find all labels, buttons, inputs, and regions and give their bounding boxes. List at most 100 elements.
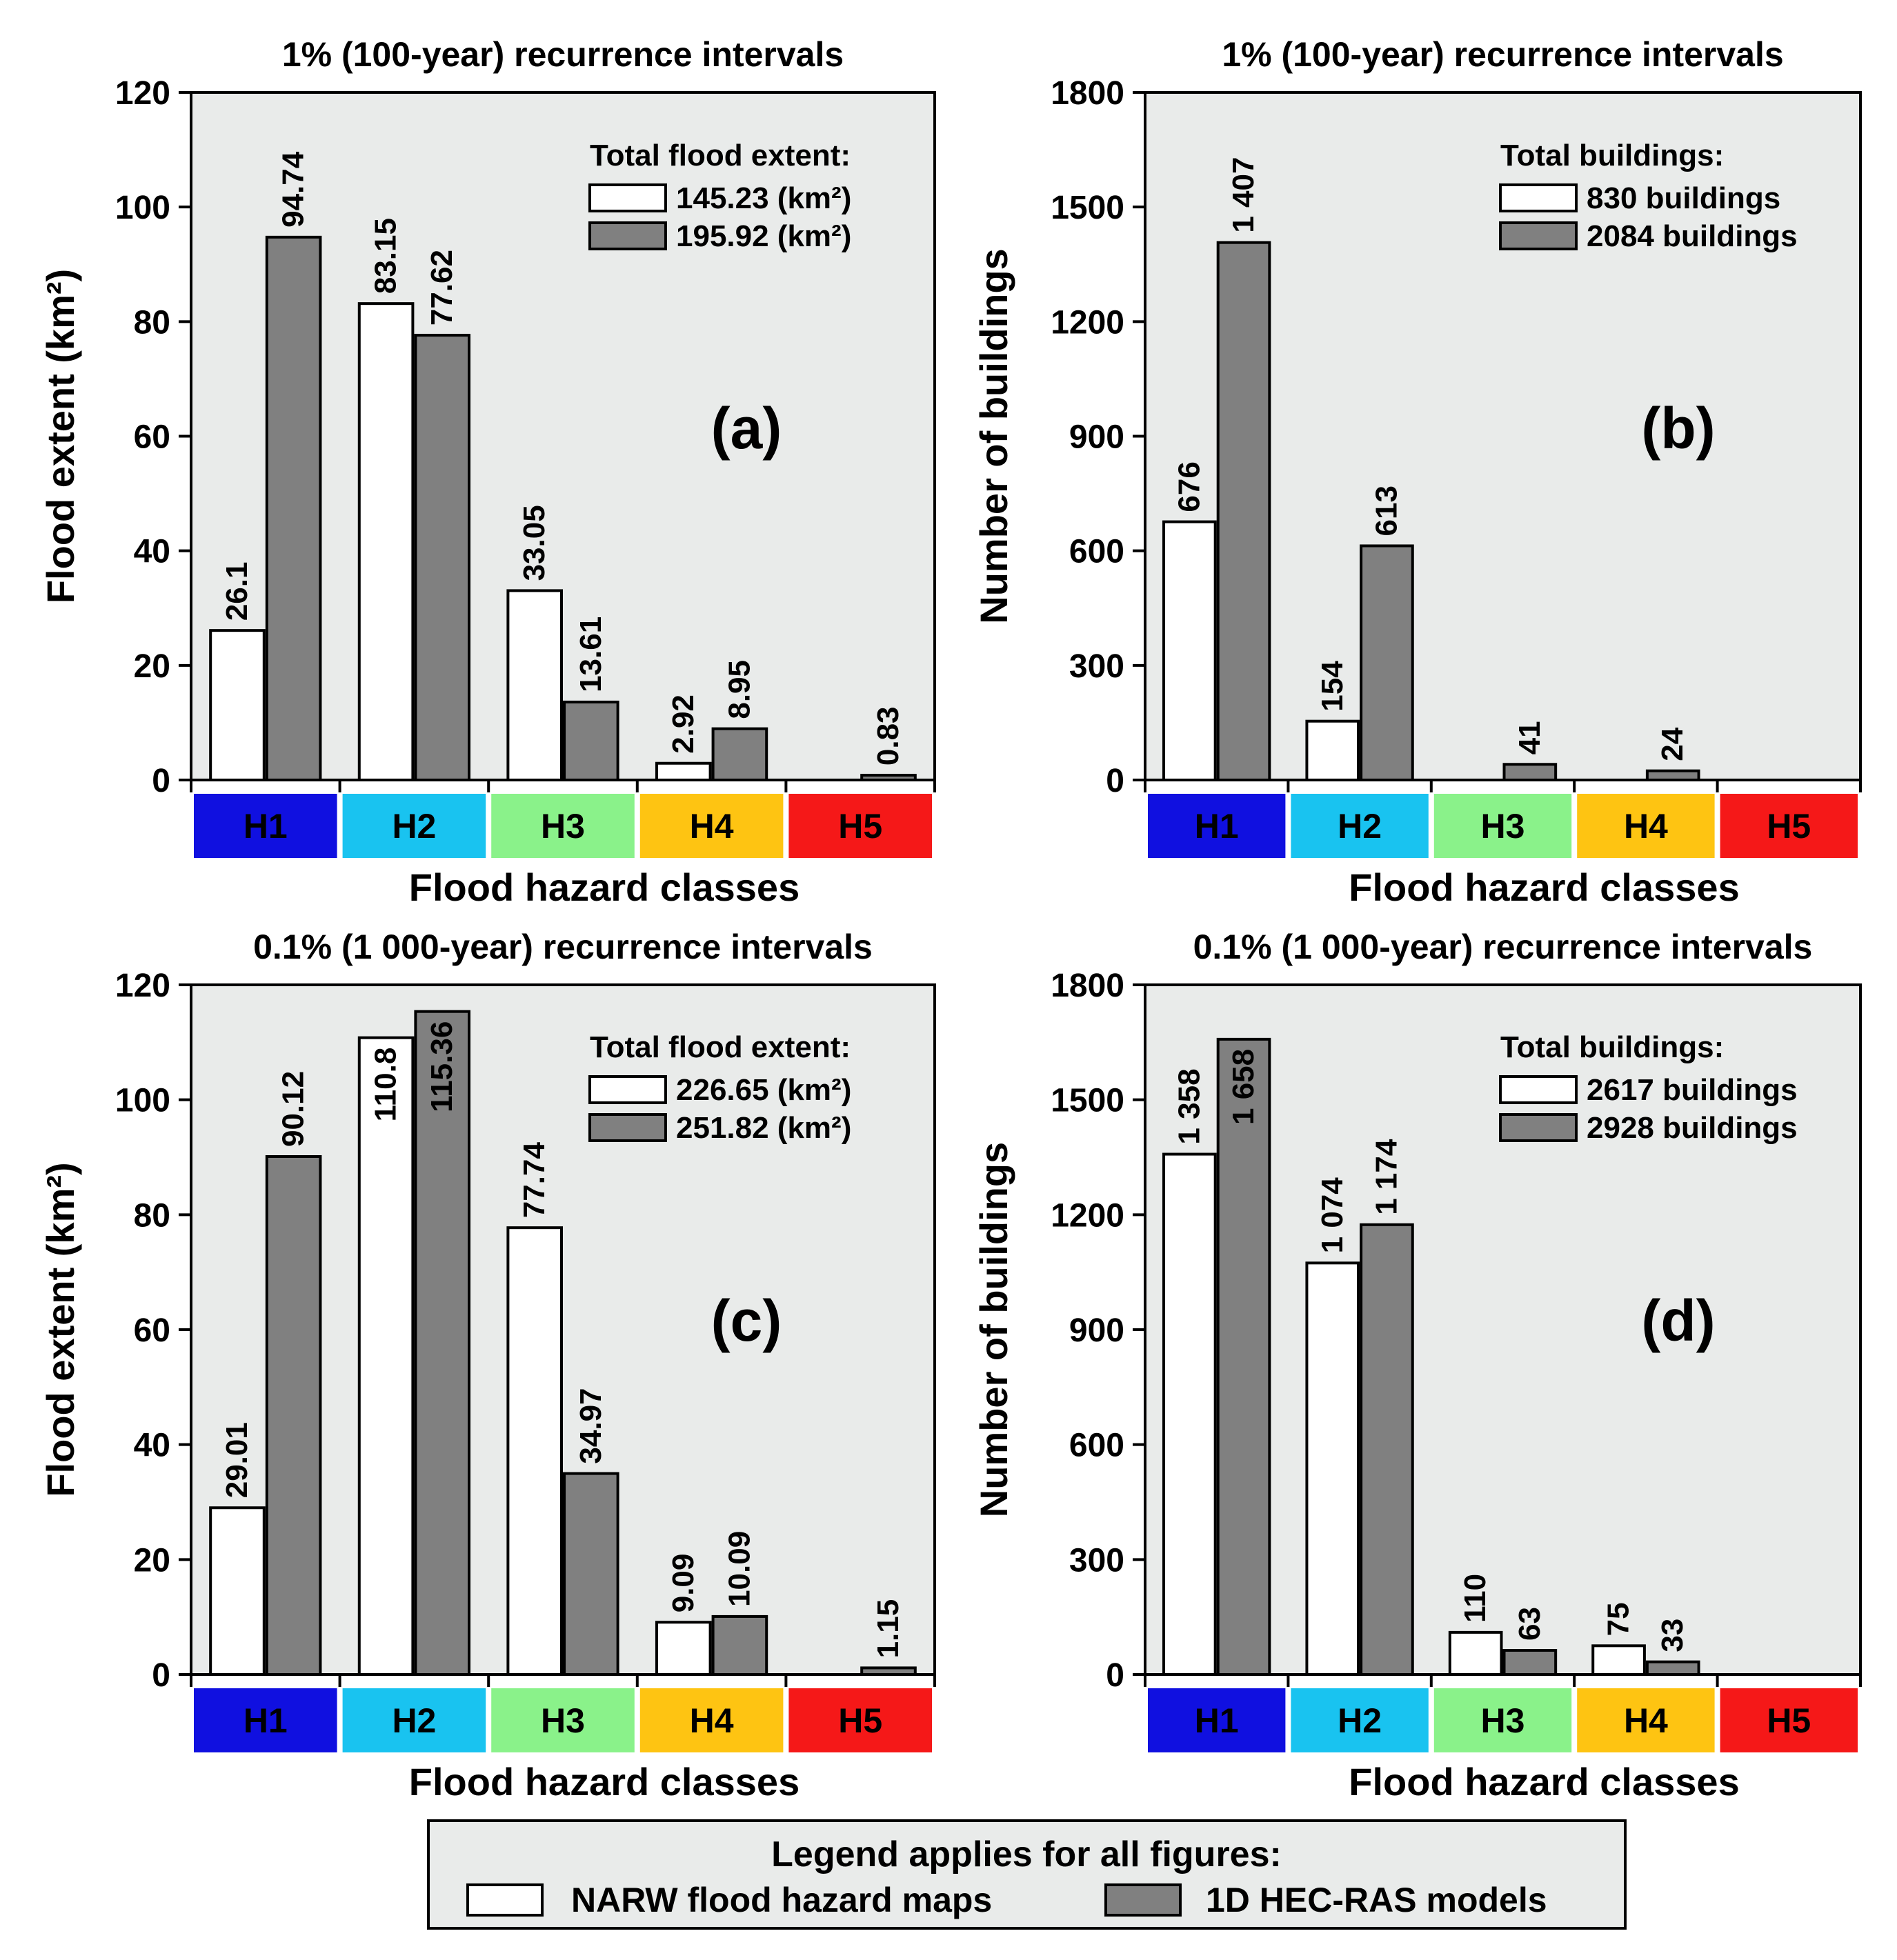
hazard-label-h4: H4 bbox=[1624, 1701, 1668, 1740]
y-axis-label: Number of buildings bbox=[972, 248, 1015, 623]
bar-hecras bbox=[265, 235, 322, 781]
bar-narw bbox=[506, 1226, 563, 1676]
hazard-swatch-h5 bbox=[788, 794, 932, 858]
bar-hecras bbox=[1502, 763, 1558, 781]
panel-label: (b) bbox=[1641, 396, 1715, 461]
inner-legend-title: Total flood extent: bbox=[590, 1030, 851, 1064]
data-label: 1.15 bbox=[871, 1599, 905, 1659]
inner-legend-item: 2617 buildings bbox=[1587, 1073, 1798, 1107]
bar-hecras bbox=[711, 727, 768, 781]
data-label: 77.74 bbox=[517, 1142, 551, 1219]
y-tick-label: 100 bbox=[115, 190, 170, 226]
y-tick-label: 900 bbox=[1069, 1312, 1124, 1349]
hazard-label-h4: H4 bbox=[1624, 807, 1668, 846]
data-label: 1 407 bbox=[1226, 157, 1260, 233]
y-tick-label: 120 bbox=[115, 75, 170, 112]
data-label: 26.1 bbox=[220, 562, 254, 621]
inner-legend-item: 2084 buildings bbox=[1587, 219, 1798, 253]
data-label: 1 358 bbox=[1172, 1068, 1206, 1144]
bar-hecras bbox=[1502, 1649, 1558, 1676]
inner-legend-swatch-hecras bbox=[1499, 221, 1578, 250]
hazard-swatch-h4 bbox=[639, 1688, 784, 1752]
y-tick-label: 1500 bbox=[1051, 190, 1124, 226]
bar-hecras bbox=[711, 1614, 768, 1677]
y-tick-label: 40 bbox=[134, 1428, 170, 1464]
hazard-swatch-h3 bbox=[1433, 794, 1572, 858]
hazard-label-h5: H5 bbox=[1767, 807, 1811, 846]
y-axis-label: Flood extent (km²) bbox=[39, 269, 82, 603]
hazard-label-h1: H1 bbox=[244, 1701, 288, 1740]
y-tick-label: 0 bbox=[152, 763, 170, 799]
panel-b: 1% (100-year) recurrence intervals 0 300 60… bbox=[972, 35, 1862, 909]
hazard-swatch-h5 bbox=[1720, 1688, 1858, 1752]
y-tick-label: 300 bbox=[1069, 648, 1124, 685]
inner-legend-item: 2928 buildings bbox=[1587, 1111, 1798, 1145]
bar-narw bbox=[655, 1621, 712, 1676]
y-tick-label: 1500 bbox=[1051, 1083, 1124, 1119]
hazard-swatch-h5 bbox=[788, 1688, 932, 1752]
inner-legend-swatch-narw bbox=[588, 1075, 667, 1104]
y-tick-label: 600 bbox=[1069, 534, 1124, 570]
hazard-swatch-h1 bbox=[1148, 794, 1286, 858]
hazard-label-h2: H2 bbox=[1338, 807, 1382, 846]
data-label: 2.92 bbox=[666, 694, 700, 754]
data-label: 63 bbox=[1513, 1607, 1547, 1641]
hazard-swatch-h4 bbox=[1577, 1688, 1715, 1752]
data-label: 676 bbox=[1172, 461, 1206, 512]
data-label: 33 bbox=[1656, 1619, 1689, 1652]
inner-legend-swatch-hecras bbox=[588, 1113, 667, 1142]
legend-swatch-hecras bbox=[1104, 1883, 1182, 1917]
data-label: 29.01 bbox=[220, 1422, 254, 1498]
hazard-swatch-h2 bbox=[342, 1688, 486, 1752]
bar-narw bbox=[1305, 1261, 1360, 1677]
panel-title: 0.1% (1 000-year) recurrence intervals bbox=[1193, 928, 1813, 966]
y-tick-label: 80 bbox=[134, 1197, 170, 1234]
bar-narw bbox=[1162, 520, 1217, 781]
bar-narw bbox=[1448, 1630, 1503, 1677]
inner-legend-swatch-narw bbox=[588, 183, 667, 212]
data-label: 10.09 bbox=[722, 1531, 756, 1607]
data-label: 90.12 bbox=[277, 1071, 310, 1147]
inner-legend-item: 251.82 (km²) bbox=[676, 1111, 851, 1145]
data-label: 0.83 bbox=[871, 706, 905, 766]
hazard-label-h1: H1 bbox=[1195, 1701, 1239, 1740]
bar-hecras bbox=[860, 1666, 917, 1677]
data-label: 613 bbox=[1369, 486, 1403, 536]
inner-legend-title: Total flood extent: bbox=[590, 139, 851, 172]
hazard-label-h3: H3 bbox=[541, 1701, 585, 1740]
legend-label-hecras: 1D HEC-RAS models bbox=[1206, 1881, 1547, 1919]
inner-legend-swatch-hecras bbox=[588, 221, 667, 250]
y-tick-label: 900 bbox=[1069, 419, 1124, 456]
x-axis-label: Flood hazard classes bbox=[409, 866, 799, 909]
bar-narw bbox=[209, 1506, 266, 1676]
data-label: 110.8 bbox=[369, 1048, 403, 1122]
y-tick-label: 40 bbox=[134, 534, 170, 570]
data-label: 154 bbox=[1315, 661, 1349, 712]
data-label: 13.61 bbox=[574, 617, 608, 692]
panel-d: 0.1% (1 000-year) recurrence intervals 0 3… bbox=[972, 928, 1862, 1803]
data-label: 1 074 bbox=[1315, 1177, 1349, 1254]
y-tick-label: 0 bbox=[1106, 1657, 1124, 1694]
x-axis-label: Flood hazard classes bbox=[1349, 866, 1739, 909]
y-axis-label: Number of buildings bbox=[972, 1142, 1015, 1517]
y-tick-label: 60 bbox=[134, 419, 170, 456]
inner-legend-item: 226.65 (km²) bbox=[676, 1073, 851, 1107]
y-tick-label: 1200 bbox=[1051, 1197, 1124, 1234]
bar-narw bbox=[357, 302, 415, 781]
panel-c: 0.1% (1 000-year) recurrence intervals 0 2… bbox=[39, 928, 936, 1803]
bar-hecras bbox=[1645, 1660, 1700, 1677]
hazard-label-h1: H1 bbox=[1195, 807, 1239, 846]
y-tick-label: 0 bbox=[1106, 763, 1124, 799]
hazard-label-h3: H3 bbox=[1481, 1701, 1525, 1740]
inner-legend-swatch-narw bbox=[1499, 1075, 1578, 1104]
inner-legend-swatch-narw bbox=[1499, 183, 1578, 212]
bar-narw bbox=[357, 1036, 415, 1676]
inner-legend-title: Total buildings: bbox=[1500, 1030, 1724, 1064]
bar-hecras bbox=[414, 1010, 471, 1676]
data-label: 115.36 bbox=[425, 1021, 459, 1112]
data-label: 9.09 bbox=[666, 1554, 700, 1613]
bar-narw bbox=[1591, 1644, 1646, 1676]
panel-title: 1% (100-year) recurrence intervals bbox=[282, 35, 844, 74]
bar-hecras bbox=[860, 774, 917, 782]
x-axis-label: Flood hazard classes bbox=[409, 1760, 799, 1803]
